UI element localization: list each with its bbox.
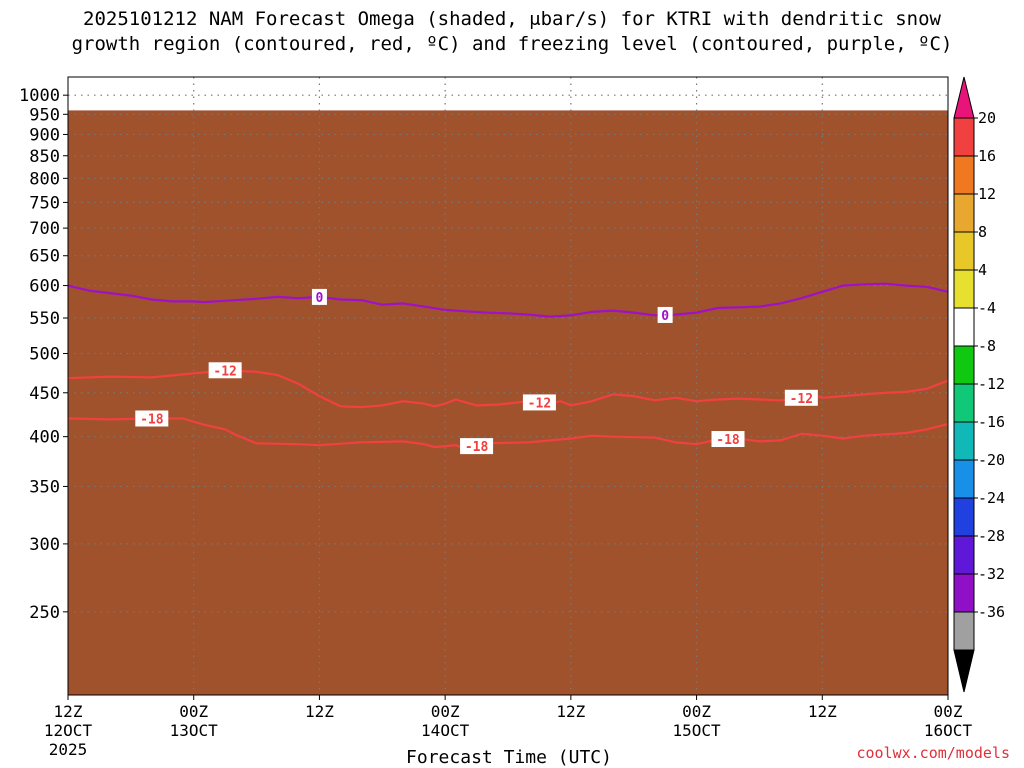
y-tick-label: 1000 — [19, 86, 60, 106]
colorbar-swatch — [953, 193, 975, 233]
colorbar-label: 8 — [978, 223, 987, 241]
colorbar-swatch — [953, 345, 975, 385]
colorbar-label: 12 — [978, 185, 996, 203]
y-tick-label: 950 — [29, 105, 60, 125]
x-tick-label: 16OCT — [924, 721, 973, 740]
colorbar-swatch — [953, 421, 975, 461]
x-tick-label: 00Z — [179, 702, 208, 721]
contour-label: 0 — [316, 291, 324, 306]
y-tick-label: 350 — [29, 477, 60, 497]
colorbar-label: 20 — [978, 109, 996, 127]
x-axis-label: Forecast Time (UTC) — [406, 747, 612, 768]
x-tick-label: 12OCT — [44, 721, 93, 740]
colorbar-label: -36 — [978, 603, 1005, 621]
plot-frame — [67, 76, 949, 696]
x-tick-label: 00Z — [431, 702, 460, 721]
y-tick-label: 400 — [29, 428, 60, 448]
colorbar-swatch — [953, 383, 975, 423]
colorbar-label: -24 — [978, 489, 1005, 507]
contour-label: 0 — [661, 309, 669, 324]
contour-label-background — [711, 431, 745, 448]
colorbar-label: 16 — [978, 147, 996, 165]
contour-label-background — [784, 389, 818, 406]
contour-label: -12 — [790, 392, 813, 407]
colorbar-label: -8 — [978, 337, 996, 355]
colorbar-swatch — [953, 573, 975, 613]
y-tick-label: 300 — [29, 535, 60, 555]
chart-title-line-1: 2025101212 NAM Forecast Omega (shaded, μ… — [83, 8, 941, 30]
colorbar-label: 4 — [978, 261, 987, 279]
colorbar-swatch — [953, 535, 975, 575]
y-tick-label: 650 — [29, 247, 60, 267]
x-tick-label: 12Z — [305, 702, 334, 721]
y-tick-label: 750 — [29, 193, 60, 213]
x-tick-label: 14OCT — [421, 721, 470, 740]
contour-label: -12 — [528, 396, 551, 411]
colorbar-label: -28 — [978, 527, 1005, 545]
colorbar-top-arrow — [953, 76, 975, 119]
contour-label: -18 — [140, 412, 164, 427]
colorbar-swatch — [953, 611, 975, 651]
contour-label-background — [460, 438, 494, 455]
x-tick-label: 12Z — [808, 702, 837, 721]
colorbar-label: -20 — [978, 451, 1005, 469]
y-tick-label: 700 — [29, 219, 60, 239]
colorbar-swatch — [953, 307, 975, 347]
x-tick-label: 15OCT — [672, 721, 721, 740]
contour-label-background — [135, 410, 169, 427]
colorbar-swatch — [953, 231, 975, 271]
colorbar-label: -32 — [978, 565, 1005, 583]
contour-label: -12 — [213, 364, 236, 379]
y-tick-label: 900 — [29, 125, 60, 145]
colorbar-swatch — [953, 155, 975, 195]
colorbar-swatch — [953, 497, 975, 537]
contour-line — [67, 282, 949, 318]
colorbar-swatch — [953, 117, 975, 157]
contour-label-background — [208, 362, 242, 379]
chart-title-line-2: growth region (contoured, red, ºC) and f… — [71, 33, 953, 55]
contour-label-background — [311, 288, 327, 305]
colorbar-label: -16 — [978, 413, 1005, 431]
colorbar-bottom-arrow — [953, 649, 975, 693]
contour-label: -18 — [465, 440, 489, 455]
x-tick-label: 00Z — [682, 702, 711, 721]
y-tick-label: 250 — [29, 603, 60, 623]
y-tick-label: 800 — [29, 169, 60, 189]
contour-label-background — [657, 306, 673, 323]
colorbar-label: -4 — [978, 299, 996, 317]
y-tick-label: 450 — [29, 384, 60, 404]
contour-line — [67, 417, 949, 451]
contour-label-background — [522, 394, 556, 411]
colorbar-swatch — [953, 269, 975, 309]
x-tick-label: 12Z — [54, 702, 83, 721]
x-tick-label: 12Z — [556, 702, 585, 721]
y-tick-label: 500 — [29, 345, 60, 365]
colorbar-swatch — [953, 459, 975, 499]
y-tick-label: 550 — [29, 309, 60, 329]
x-tick-label: 2025 — [49, 740, 88, 759]
x-tick-label: 13OCT — [170, 721, 219, 740]
site-credit: coolwx.com/models — [856, 744, 1010, 762]
contour-label: -18 — [716, 433, 740, 448]
x-tick-label: 00Z — [934, 702, 963, 721]
y-tick-label: 600 — [29, 277, 60, 297]
y-tick-label: 850 — [29, 147, 60, 167]
colorbar-label: -12 — [978, 375, 1005, 393]
